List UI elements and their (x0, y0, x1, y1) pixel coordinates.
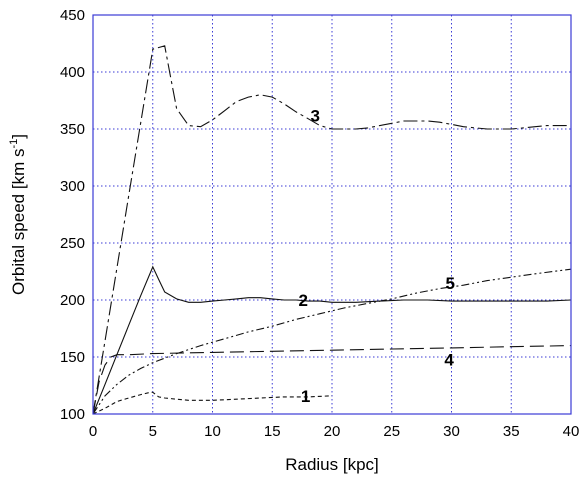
grid-lines (93, 15, 571, 414)
x-tick-label: 25 (383, 423, 400, 440)
y-tick-label: 350 (60, 121, 85, 138)
curve-labels: 1 2 3 4 5 (299, 106, 455, 405)
x-tick-label: 40 (563, 423, 580, 440)
y-axis-title-close: ] (9, 134, 28, 139)
series-line-1 (92, 391, 333, 415)
plot-frame (92, 14, 572, 415)
x-tick-label: 20 (324, 423, 341, 440)
y-axis-title-superscript: -1 (8, 139, 20, 149)
y-tick-label: 450 (60, 7, 85, 24)
series-line-2 (92, 265, 572, 415)
x-tick-label: 0 (89, 423, 97, 440)
series-line-4 (92, 345, 572, 415)
x-axis-title: Radius [kpc] (285, 455, 379, 474)
curve-label-2: 2 (299, 291, 308, 310)
y-tick-label: 100 (60, 406, 85, 423)
curve-label-5: 5 (446, 274, 455, 293)
x-tick-label: 35 (503, 423, 520, 440)
curve-label-4: 4 (444, 350, 454, 369)
y-tick-label: 250 (60, 235, 85, 252)
y-axis-title-main: Orbital speed [km s (9, 149, 28, 295)
y-tick-label: 150 (60, 349, 85, 366)
y-tick-label: 300 (60, 178, 85, 195)
curve-label-1: 1 (301, 387, 310, 406)
series-lines (92, 45, 572, 415)
y-axis-title: Orbital speed [km s-1] (8, 134, 28, 295)
y-tick-label: 200 (60, 292, 85, 309)
x-tick-label: 5 (149, 423, 157, 440)
y-tick-label: 400 (60, 64, 85, 81)
curve-label-3: 3 (310, 106, 319, 125)
x-tick-label: 30 (443, 423, 460, 440)
x-tick-label: 10 (204, 423, 221, 440)
series-line-3 (92, 45, 571, 415)
x-tick-label: 15 (264, 423, 281, 440)
